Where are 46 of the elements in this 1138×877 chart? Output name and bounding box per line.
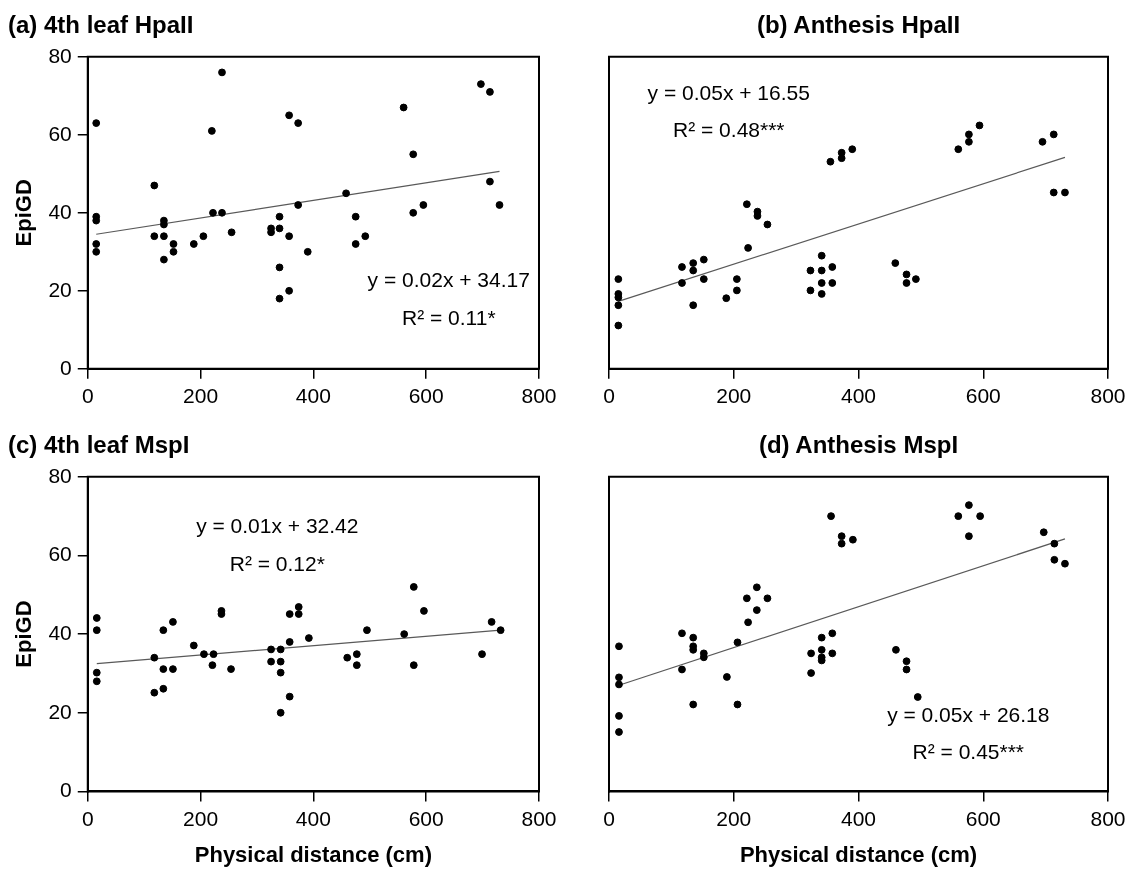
x-tick-label: 200 xyxy=(183,384,219,408)
y-tick-label: 80 xyxy=(48,463,72,487)
x-tick-label: 800 xyxy=(521,384,557,408)
y-axis-title: EpiGD xyxy=(11,600,37,668)
annotation: y = 0.05x + 26.18 xyxy=(887,702,1050,726)
annotation: y = 0.01x + 32.42 xyxy=(196,513,359,537)
x-axis-title: Physical distance (cm) xyxy=(739,841,978,867)
x-tick-label: 800 xyxy=(1090,384,1126,408)
y-tick-label: 60 xyxy=(48,121,72,145)
y-tick-label: 80 xyxy=(48,43,72,67)
chart-title: (b) Anthesis HpaII xyxy=(756,11,961,39)
x-tick-label: 200 xyxy=(716,806,752,830)
y-tick-label: 40 xyxy=(48,620,72,644)
y-tick-label: 0 xyxy=(60,778,72,802)
x-tick-label: 400 xyxy=(295,806,331,830)
x-tick-label: 0 xyxy=(603,384,615,408)
x-tick-label: 0 xyxy=(81,806,94,830)
x-tick-label: 600 xyxy=(408,384,444,408)
x-tick-label: 200 xyxy=(716,384,752,408)
x-tick-label: 0 xyxy=(603,806,615,830)
annotation: R² = 0.48*** xyxy=(673,118,785,142)
x-tick-label: 0 xyxy=(81,384,94,408)
x-tick-label: 200 xyxy=(183,806,219,830)
x-tick-label: 600 xyxy=(408,806,444,830)
annotation: R² = 0.11* xyxy=(401,305,496,329)
annotation: y = 0.02x + 34.17 xyxy=(367,268,530,292)
y-tick-label: 20 xyxy=(48,277,72,301)
chart-title: (c) 4th leaf MspI xyxy=(8,431,190,459)
y-axis-title: EpiGD xyxy=(11,179,37,247)
y-tick-label: 20 xyxy=(48,699,72,723)
annotation: R² = 0.45*** xyxy=(912,740,1025,764)
annotation: y = 0.05x + 16.55 xyxy=(647,81,810,105)
y-tick-label: 40 xyxy=(48,199,72,223)
x-tick-label: 400 xyxy=(840,806,877,830)
x-axis-title: Physical distance (cm) xyxy=(194,841,432,867)
y-tick-label: 60 xyxy=(48,542,72,566)
x-tick-label: 600 xyxy=(965,384,1001,408)
x-tick-label: 600 xyxy=(965,806,1001,830)
chart-title: (a) 4th leaf HpaII xyxy=(8,11,194,39)
x-tick-label: 400 xyxy=(295,384,331,408)
x-tick-label: 800 xyxy=(521,806,557,830)
chart-title: (d) Anthesis MspI xyxy=(758,431,959,459)
x-tick-label: 400 xyxy=(840,384,877,408)
annotation: R² = 0.12* xyxy=(229,551,325,575)
x-tick-label: 800 xyxy=(1090,806,1126,830)
y-tick-label: 0 xyxy=(60,355,72,379)
